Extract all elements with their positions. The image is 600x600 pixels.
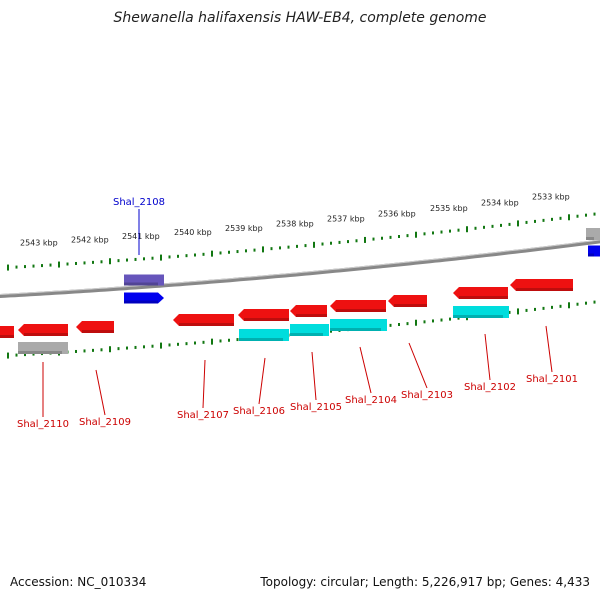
gene-label: Shal_2110 [17,419,69,430]
gene-label: Shal_2102 [464,382,516,393]
gene-label: Shal_2101 [526,374,578,385]
kbp-tick-label: 2538 kbp [276,219,314,228]
rna-gene-block [290,324,329,336]
pseudo-gene-block-shade [586,237,594,240]
gene-leader-line [545,325,553,373]
cds-gene-arrow-shade [24,333,68,336]
cds-gene-arrow-shade [0,335,14,338]
kbp-tick-label: 2539 kbp [225,224,263,233]
gene-leader-line [359,346,372,394]
cds-gene-arrow-shade [394,304,427,307]
gene-leader-line [202,359,206,409]
kbp-tick-label: 2540 kbp [174,228,212,237]
gene-label: Shal_2107 [177,410,229,421]
cds-gene-arrow [18,324,68,336]
cds-gene-arrow [510,279,573,291]
highlight-gene-block-shade [124,282,158,286]
gene-leader-line [95,369,106,416]
rna-gene-block [453,306,509,318]
gene-label: Shal_2109 [79,417,131,428]
kbp-tick-label: 2541 kbp [122,232,160,241]
cds-gene-arrow-shade [459,296,508,299]
pseudo-gene-block-shade [18,351,62,354]
cds-gene-arrow [238,309,289,321]
rna-gene-block [239,329,289,341]
cds-gene-arrow-shade [296,314,327,317]
gene-leader-line [484,333,491,381]
cds-gene-arrow [453,287,508,299]
pseudo-gene-block [586,228,600,240]
kbp-tick-label: 2537 kbp [327,215,365,224]
rna-gene-block [330,319,387,331]
cds-gene-arrow-shade [82,330,114,333]
genome-title: Shewanella halifaxensis HAW-EB4, complet… [113,10,487,26]
gene-leader-line [258,357,266,405]
pseudo-gene-block [18,342,68,354]
highlight-gene-arrow [124,292,164,304]
gene-leader-line [408,342,428,389]
genome-backbone [0,239,600,299]
cds-gene-arrow-shade [179,323,234,326]
kbp-tick-label: 2533 kbp [532,192,570,201]
gene-label: Shal_2103 [401,390,453,401]
cds-gene-arrow-shade [336,309,386,312]
kbp-tick-label: 2543 kbp [20,239,58,248]
cds-gene-arrow [173,314,234,326]
highlight-gene-block [588,245,600,257]
rna-gene-block-shade [330,328,381,331]
cds-gene-arrow [330,300,386,312]
gene-label: Shal_2108 [113,197,165,208]
kbp-tick-label: 2536 kbp [378,210,416,219]
accession-text: Accession: NC_010334 [10,575,147,589]
highlight-gene-block-shade [588,253,594,257]
kbp-tick-label: 2534 kbp [481,198,519,207]
genome-stats-text: Topology: circular; Length: 5,226,917 bp… [260,575,590,589]
genome-backbone-highlight [0,239,600,296]
gene-label: Shal_2104 [345,395,397,406]
rna-gene-block-shade [239,338,283,341]
gene-label: Shal_2105 [290,402,342,413]
gene-label: Shal_2106 [233,406,285,417]
cds-gene-arrow [290,305,327,317]
cds-gene-arrow [76,321,114,333]
kbp-tick-label: 2542 kbp [71,235,109,244]
cds-gene-arrow-shade [244,318,289,321]
cds-gene-arrow [388,295,427,307]
highlight-gene-arrow-shade [124,300,158,304]
cds-gene-arrow-shade [516,288,573,291]
kbp-tick-label: 2535 kbp [430,204,468,213]
rna-gene-block-shade [290,333,323,336]
gene-leader-line [311,351,317,401]
cds-gene-arrow [0,326,14,338]
highlight-gene-block [124,274,164,286]
rna-gene-block-shade [453,315,503,318]
